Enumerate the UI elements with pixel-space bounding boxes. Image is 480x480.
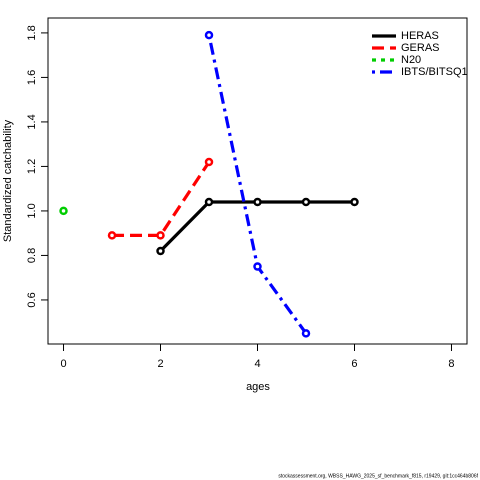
point bbox=[253, 197, 262, 207]
y-tick-label: 0.6 bbox=[26, 292, 38, 307]
y-tick-label: 1.8 bbox=[26, 25, 38, 40]
y-axis-label: Standardized catchability bbox=[2, 119, 14, 242]
x-tick-label: 0 bbox=[60, 358, 66, 370]
footer: stockassessment.org, WBSS_HAWG_2025_sf_b… bbox=[278, 473, 478, 479]
point bbox=[350, 197, 359, 207]
y-tick-label: 1.0 bbox=[26, 203, 38, 218]
point bbox=[204, 30, 214, 40]
point bbox=[156, 246, 165, 256]
legend-label: N20 bbox=[401, 54, 421, 66]
y-tick-label: 1.4 bbox=[26, 114, 38, 129]
x-tick-label: 4 bbox=[254, 358, 260, 370]
point bbox=[107, 231, 117, 240]
series-line bbox=[159, 200, 355, 253]
series-line bbox=[112, 161, 211, 238]
point bbox=[204, 157, 214, 167]
x-axis-label: ages bbox=[246, 381, 270, 393]
point bbox=[204, 197, 214, 207]
legend-label: IBTS/BITSQ1 bbox=[401, 66, 468, 78]
legend-label: HERAS bbox=[401, 30, 439, 42]
y-tick-label: 0.8 bbox=[26, 248, 38, 263]
x-tick-label: 8 bbox=[448, 358, 454, 370]
point bbox=[156, 231, 165, 240]
legend-label: GERAS bbox=[401, 42, 440, 54]
x-tick-label: 6 bbox=[351, 358, 357, 370]
point bbox=[301, 329, 311, 338]
point bbox=[253, 262, 262, 271]
x-tick-label: 2 bbox=[157, 358, 163, 370]
y-tick-label: 1.6 bbox=[26, 70, 38, 85]
series-line bbox=[207, 34, 308, 335]
point bbox=[301, 197, 311, 207]
point bbox=[59, 206, 68, 216]
y-tick-label: 1.2 bbox=[26, 159, 38, 174]
